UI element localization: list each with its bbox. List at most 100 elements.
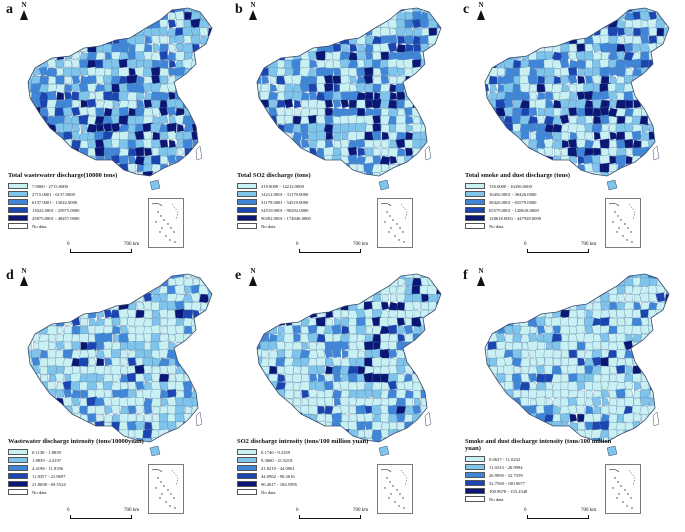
region-polygon	[32, 8, 41, 13]
region-polygon	[260, 155, 270, 165]
region-polygon	[348, 301, 359, 312]
legend-swatch	[237, 199, 257, 205]
region-polygon	[277, 373, 286, 383]
legend-label: No data	[489, 223, 504, 229]
region-polygon	[174, 436, 185, 442]
region-polygon	[190, 373, 202, 384]
region-polygon	[39, 75, 49, 85]
region-polygon	[340, 341, 350, 351]
region-polygon	[283, 98, 294, 109]
region-polygon	[307, 421, 319, 432]
region-polygon	[372, 75, 382, 85]
region-polygon	[357, 429, 366, 439]
region-polygon	[207, 139, 212, 149]
region-polygon	[190, 34, 201, 45]
region-polygon	[126, 308, 137, 319]
region-polygon	[411, 154, 423, 166]
region-polygon	[175, 317, 185, 327]
region-polygon	[333, 67, 342, 77]
region-polygon	[87, 429, 97, 439]
region-polygon	[183, 285, 193, 295]
region-polygon	[608, 405, 618, 415]
region-polygon	[363, 340, 374, 351]
region-polygon	[257, 59, 263, 70]
south-china-sea-inset	[605, 464, 641, 514]
region-polygon	[633, 27, 642, 37]
region-polygon	[87, 405, 97, 415]
region-polygon	[276, 35, 286, 45]
region-polygon	[489, 131, 498, 141]
region-polygon	[585, 131, 594, 141]
region-polygon	[527, 147, 539, 158]
region-polygon	[56, 91, 65, 101]
region-polygon	[259, 309, 271, 320]
region-polygon	[293, 147, 302, 157]
region-polygon	[135, 373, 145, 383]
region-polygon	[559, 388, 570, 399]
north-arrow-icon: N	[17, 267, 31, 286]
region-polygon	[198, 341, 210, 352]
region-polygon	[647, 83, 659, 94]
region-polygon	[428, 397, 438, 407]
region-polygon	[543, 11, 555, 22]
legend-item: 25875.0001 - 48457.0000	[8, 214, 158, 222]
region-polygon	[257, 308, 262, 319]
region-polygon	[559, 412, 570, 423]
region-polygon	[40, 397, 49, 407]
region-polygon	[348, 381, 358, 391]
region-polygon	[372, 413, 382, 423]
panel-letter: d	[6, 268, 14, 283]
region-polygon	[191, 437, 201, 442]
legend-title: SO2 discharge intensity (tons/100 millio…	[237, 438, 369, 445]
region-polygon	[537, 91, 546, 101]
region-polygon	[593, 405, 602, 415]
region-polygon	[364, 285, 374, 295]
region-polygon	[151, 35, 161, 45]
region-polygon	[339, 380, 350, 391]
region-polygon	[485, 19, 490, 29]
region-polygon	[536, 325, 546, 335]
region-polygon	[373, 293, 382, 303]
region-polygon	[355, 274, 367, 280]
region-polygon	[544, 429, 554, 439]
region-polygon	[511, 139, 523, 150]
region-polygon	[39, 107, 49, 117]
region-polygon	[584, 99, 594, 109]
region-polygon	[257, 106, 262, 117]
region-polygon	[28, 98, 33, 109]
taiwan-island	[195, 411, 203, 427]
region-polygon	[70, 107, 81, 117]
region-polygon	[206, 420, 212, 431]
legend-swatch	[237, 183, 257, 189]
region-polygon	[199, 139, 209, 149]
region-polygon	[112, 325, 121, 335]
region-polygon	[535, 274, 547, 280]
region-polygon	[559, 316, 570, 327]
region-polygon	[260, 27, 270, 37]
region-polygon	[372, 155, 382, 165]
region-polygon	[269, 75, 278, 85]
region-polygon	[118, 276, 130, 288]
region-polygon	[30, 51, 42, 62]
region-polygon	[103, 389, 113, 399]
region-polygon	[143, 274, 153, 279]
region-polygon	[496, 293, 506, 303]
region-polygon	[268, 309, 278, 319]
region-polygon	[28, 155, 33, 165]
legend-item: 4.4198 - 11.8356	[8, 464, 158, 472]
region-polygon	[513, 19, 522, 29]
region-polygon	[657, 325, 666, 335]
region-polygon	[333, 293, 342, 303]
region-polygon	[54, 8, 65, 13]
region-polygon	[111, 357, 121, 367]
region-polygon	[503, 301, 515, 312]
region-polygon	[308, 365, 318, 375]
region-polygon	[48, 301, 57, 311]
region-polygon	[568, 43, 578, 53]
region-polygon	[283, 365, 295, 376]
region-polygon	[55, 349, 65, 359]
region-polygon	[104, 405, 113, 415]
region-polygon	[412, 75, 422, 85]
region-polygon	[421, 67, 430, 77]
region-polygon	[495, 389, 507, 400]
